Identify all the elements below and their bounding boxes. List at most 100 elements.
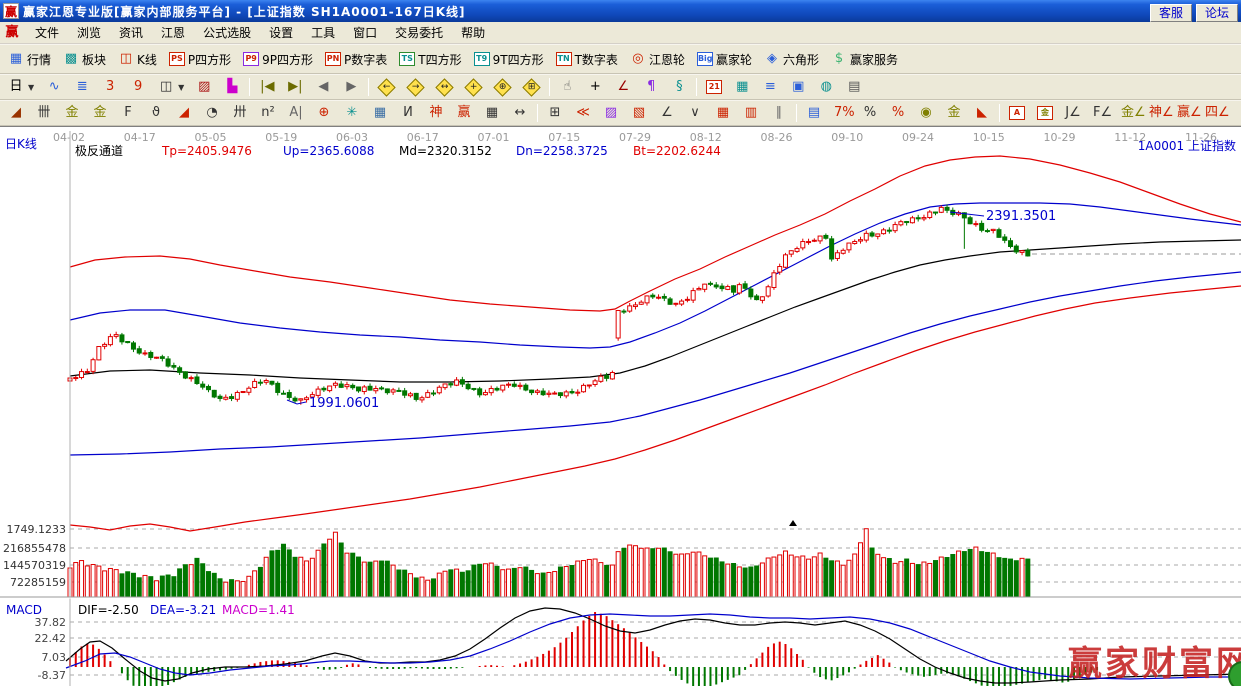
purple-fan-button[interactable]: ▨ xyxy=(598,102,624,124)
gold-line-button[interactable]: 金 xyxy=(941,102,967,124)
shift-left-button[interactable]: ← xyxy=(373,76,400,99)
trend-wave-button[interactable]: ∿ xyxy=(41,76,67,98)
percent-button[interactable]: % xyxy=(857,102,883,124)
nine-t-square-button[interactable]: T9 9T四方形 xyxy=(469,48,549,71)
menu-item[interactable]: 工具 xyxy=(311,26,336,40)
compress-button[interactable]: ⊕ xyxy=(489,76,516,99)
chart-canvas[interactable]: 04-02 04-17 05-05 05-19 06-03 06-17 07-01 07-15… xyxy=(0,127,1241,686)
menu-item[interactable]: 公式选股 xyxy=(203,26,252,40)
f-ruler-button[interactable]: F xyxy=(115,102,141,124)
t-square-button[interactable]: TS T四方形 xyxy=(394,48,466,71)
menu-item[interactable]: 交易委托 xyxy=(395,26,444,40)
n-square-button[interactable]: n² xyxy=(255,102,281,124)
star-rays-button[interactable]: ✳ xyxy=(339,102,365,124)
ratio-box-button[interactable]: ▤ xyxy=(801,102,827,124)
four-angle-button[interactable]: 四∠ xyxy=(1200,102,1230,124)
menu-item[interactable]: 江恩 xyxy=(161,26,186,40)
period-day-button[interactable]: 日 ▼ xyxy=(3,76,39,98)
gann-wheel-button[interactable]: ◎ 江恩轮 xyxy=(625,48,690,71)
f-angle-button[interactable]: F∠ xyxy=(1088,102,1114,124)
titlebar-button-0[interactable]: 客服 xyxy=(1149,3,1192,22)
gold-circle-button[interactable]: ◉ xyxy=(913,102,939,124)
grid-fit-button[interactable]: ⊞ xyxy=(518,76,545,99)
god-angle-button[interactable]: 神∠ xyxy=(1144,102,1174,124)
p-square-button[interactable]: PS P四方形 xyxy=(164,48,236,71)
menu-item[interactable]: 设置 xyxy=(269,26,294,40)
box-fan-button[interactable]: ▧ xyxy=(626,102,652,124)
span-arrow-button[interactable]: ↔ xyxy=(507,102,533,124)
notepad-button[interactable]: ≡ xyxy=(757,76,783,98)
crosshair-tool-button[interactable]: + xyxy=(582,76,608,98)
quotes-grid-button[interactable]: ▦ 行情 xyxy=(3,48,56,71)
remote-button[interactable]: ▤ xyxy=(841,76,867,98)
next-button[interactable]: ▶ xyxy=(338,76,364,98)
angle-measure-button[interactable]: ∠ xyxy=(610,76,636,98)
pencil-angle-button[interactable]: ∠ xyxy=(654,102,680,124)
center-cross-button[interactable]: + xyxy=(460,76,487,99)
j-angle-button[interactable]: J∠ xyxy=(1060,102,1086,124)
expand-horizontal-button[interactable]: ↔ xyxy=(431,76,458,99)
wave-count-button[interactable]: И xyxy=(395,102,421,124)
menu-item[interactable]: 资讯 xyxy=(119,26,144,40)
save-button[interactable]: ▣ xyxy=(785,76,811,98)
win-angle-button[interactable]: 赢∠ xyxy=(1172,102,1202,124)
color-volume-button[interactable]: ▙ xyxy=(219,76,245,98)
parallel-lines-button[interactable]: ∥ xyxy=(766,102,792,124)
percent-line-button[interactable]: % xyxy=(885,102,911,124)
win-tool-button[interactable]: 赢 xyxy=(451,102,477,124)
ray-fan-button[interactable]: ≪ xyxy=(570,102,596,124)
gold-angle-button[interactable]: 金∠ xyxy=(1116,102,1146,124)
menu-item[interactable]: 浏览 xyxy=(77,26,102,40)
nine-p-square-button[interactable]: P9 9P四方形 xyxy=(238,48,318,71)
hand-tool-button[interactable]: ☝ xyxy=(554,76,580,98)
last-page-button[interactable]: ▶| xyxy=(282,76,308,98)
red-grid-button[interactable]: ▦ xyxy=(710,102,736,124)
spiral-tool-button[interactable]: ϑ xyxy=(143,102,169,124)
god-tool-button[interactable]: 神 xyxy=(423,102,449,124)
grid-box-button[interactable]: ▦ xyxy=(367,102,393,124)
menu-item[interactable]: 窗口 xyxy=(353,26,378,40)
gann-g-tool-button[interactable]: § xyxy=(666,76,692,98)
titlebar-button-1[interactable]: 论坛 xyxy=(1195,3,1238,22)
gann-grid-button[interactable]: 卌 xyxy=(31,102,57,124)
sectors-button[interactable]: ▩ 板块 xyxy=(58,48,111,71)
a-line-button[interactable]: A| xyxy=(283,102,309,124)
circle-target-button[interactable]: ⊕ xyxy=(311,102,337,124)
date-label: 05-19 xyxy=(265,131,297,144)
gold-gate2-button[interactable]: 金 xyxy=(87,102,113,124)
hexagon-button[interactable]: ◈ 六角形 xyxy=(759,48,824,71)
box-plot-button[interactable]: ⊞ xyxy=(542,102,568,124)
candle-style-button[interactable]: ◫ ▼ xyxy=(153,76,189,98)
seven-percent-button[interactable]: 7% xyxy=(829,102,855,124)
brush-tool-button[interactable]: ◢ xyxy=(3,102,29,124)
price-ruler-button[interactable]: 卅 xyxy=(227,102,253,124)
nine-min-button[interactable]: 9 xyxy=(125,76,151,98)
first-page-button[interactable]: |◀ xyxy=(254,76,280,98)
time-cycle-button[interactable]: ◔ xyxy=(199,102,225,124)
prev-button[interactable]: ◀ xyxy=(310,76,336,98)
grid-123-button[interactable]: ▦ xyxy=(479,102,505,124)
kline-button[interactable]: ◫ K线 xyxy=(113,48,162,71)
a-wave-button[interactable]: A xyxy=(1004,103,1030,123)
gold-box-button[interactable]: 金 xyxy=(1032,103,1058,123)
network-button[interactable]: ◍ xyxy=(813,76,839,98)
v-wave-button[interactable]: ∨ xyxy=(682,102,708,124)
gold-gate-button[interactable]: 金 xyxy=(59,102,85,124)
winner-service-button[interactable]: $ 赢家服务 xyxy=(826,48,903,71)
calendar-button[interactable]: 21 xyxy=(701,77,727,97)
candle-body xyxy=(823,234,829,239)
winner-wheel-button[interactable]: Big 赢家轮 xyxy=(692,48,757,71)
formula-button[interactable]: ▨ xyxy=(191,76,217,98)
gann-p-tool-button[interactable]: ¶ xyxy=(638,76,664,98)
calculator-button[interactable]: ▦ xyxy=(729,76,755,98)
report-button[interactable]: ≣ xyxy=(69,76,95,98)
t-number-button[interactable]: TN T数字表 xyxy=(551,48,623,71)
shift-right-button[interactable]: → xyxy=(402,76,429,99)
red-brush-button[interactable]: ◢ xyxy=(171,102,197,124)
p-number-button[interactable]: PN P数字表 xyxy=(320,48,392,71)
red-pencil-button[interactable]: ◣ xyxy=(969,102,995,124)
menu-item[interactable]: 文件 xyxy=(35,26,60,40)
red-grid2-button[interactable]: ▥ xyxy=(738,102,764,124)
menu-item[interactable]: 帮助 xyxy=(461,26,486,40)
three-min-button[interactable]: 3 xyxy=(97,76,123,98)
